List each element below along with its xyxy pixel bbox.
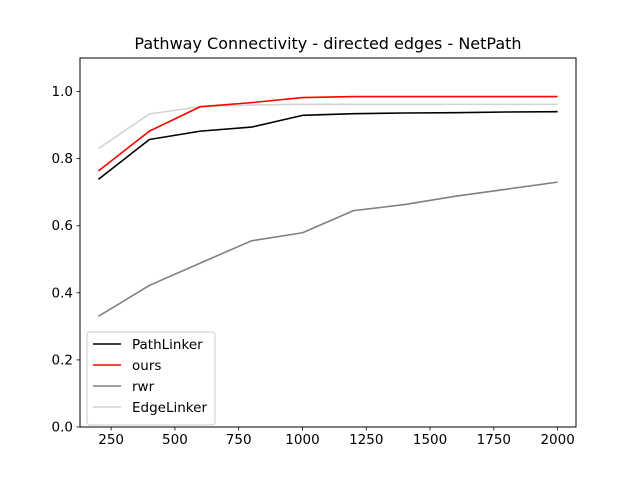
x-tick-label: 1250: [349, 432, 383, 448]
x-axis: 250 500 750 1000 1250 1500 1750 2000: [98, 427, 575, 448]
series-layer: [97, 95, 558, 317]
series-line-ours: [97, 95, 558, 172]
series-line-rwr: [97, 181, 558, 317]
x-tick-label: 1500: [413, 432, 447, 448]
series-line-edgelinker: [97, 103, 558, 150]
y-tick-label: 1.0: [52, 84, 73, 100]
legend-label-pathlinker: PathLinker: [132, 337, 203, 353]
legend: PathLinker ours rwr EdgeLinker: [86, 331, 216, 426]
x-tick-label: 250: [98, 432, 124, 448]
x-tick-label: 2000: [540, 432, 574, 448]
y-tick-label: 0.6: [52, 218, 73, 234]
legend-label-edgelinker: EdgeLinker: [132, 400, 207, 416]
chart-title: Pathway Connectivity - directed edges - …: [134, 34, 521, 53]
y-tick-label: 0.0: [52, 420, 73, 436]
legend-box: [86, 331, 216, 426]
x-tick-label: 500: [162, 432, 188, 448]
y-tick-label: 0.8: [52, 151, 73, 167]
y-axis: 0.0 0.2 0.4 0.6 0.8 1.0: [52, 84, 80, 436]
legend-label-ours: ours: [132, 358, 161, 374]
x-tick-label: 1000: [285, 432, 319, 448]
series-line-pathlinker: [97, 110, 558, 181]
y-tick-label: 0.2: [52, 352, 73, 368]
plot-frame: [79, 57, 577, 428]
x-tick-label: 1750: [477, 432, 511, 448]
x-tick-label: 750: [226, 432, 252, 448]
legend-label-rwr: rwr: [132, 379, 155, 395]
y-tick-label: 0.4: [52, 285, 73, 301]
